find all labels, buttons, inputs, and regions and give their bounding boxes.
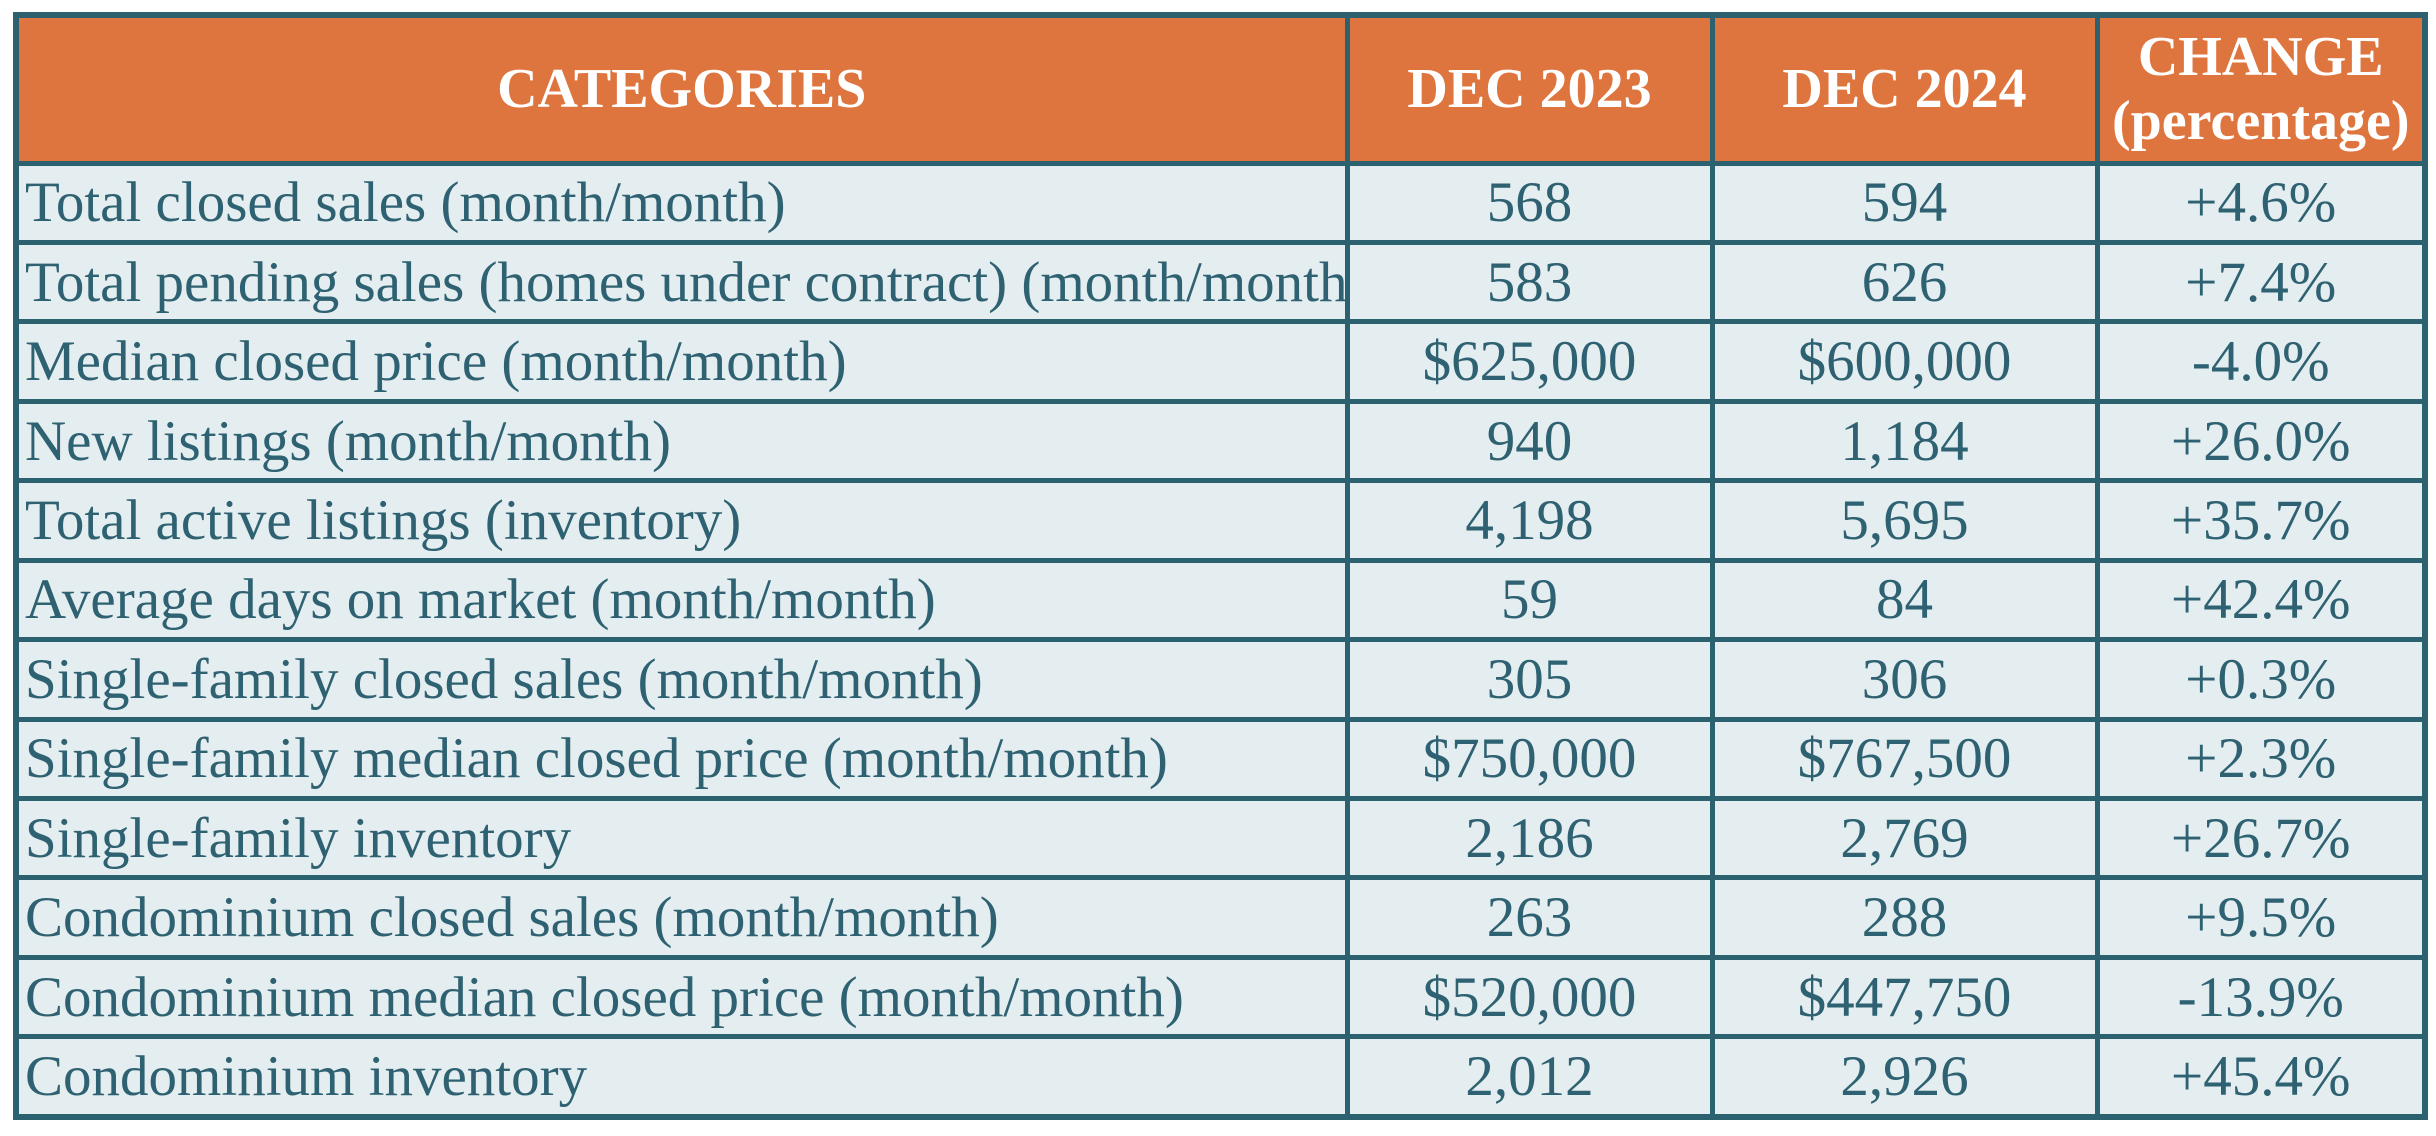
header-categories: CATEGORIES [13, 12, 1350, 166]
change-value: +2.3% [2094, 716, 2428, 802]
category-cell: Total closed sales (month/month) [13, 160, 1350, 245]
dec-2024-value: 84 [1709, 557, 2100, 643]
table-row: Single-family median closed price (month… [13, 716, 2428, 802]
dec-2024-value: $767,500 [1709, 716, 2100, 802]
table-row: Total pending sales (homes under contrac… [13, 239, 2428, 325]
dec-2023-value: 568 [1344, 160, 1715, 245]
category-cell: Median closed price (month/month) [13, 319, 1350, 404]
change-value: +4.6% [2094, 160, 2428, 245]
table-row: Condominium closed sales (month/month) 2… [13, 875, 2428, 960]
table-row: Condominium median closed price (month/m… [13, 954, 2428, 1040]
header-change-percentage: CHANGE (percentage) [2094, 12, 2428, 166]
dec-2024-value: $600,000 [1709, 319, 2100, 404]
change-value: +26.0% [2094, 398, 2428, 484]
dec-2023-value: $520,000 [1344, 954, 1715, 1040]
table-row: Single-family inventory 2,186 2,769 +26.… [13, 795, 2428, 881]
table-row: Condominium inventory 2,012 2,926 +45.4% [13, 1034, 2428, 1120]
dec-2024-value: 2,926 [1709, 1034, 2100, 1120]
category-cell: Average days on market (month/month) [13, 557, 1350, 643]
category-cell: Condominium closed sales (month/month) [13, 875, 1350, 960]
category-cell: Single-family closed sales (month/month) [13, 637, 1350, 722]
category-cell: Total pending sales (homes under contrac… [13, 239, 1350, 325]
change-value: -4.0% [2094, 319, 2428, 404]
category-cell: Condominium median closed price (month/m… [13, 954, 1350, 1040]
dec-2024-value: $447,750 [1709, 954, 2100, 1040]
dec-2023-value: 4,198 [1344, 478, 1715, 563]
dec-2023-value: $625,000 [1344, 319, 1715, 404]
dec-2023-value: 263 [1344, 875, 1715, 960]
dec-2024-value: 2,769 [1709, 795, 2100, 881]
dec-2024-value: 306 [1709, 637, 2100, 722]
dec-2023-value: 305 [1344, 637, 1715, 722]
header-dec-2023: DEC 2023 [1344, 12, 1715, 166]
header-row: CATEGORIES DEC 2023 DEC 2024 CHANGE (per… [13, 12, 2428, 166]
dec-2023-value: 583 [1344, 239, 1715, 325]
category-cell: Condominium inventory [13, 1034, 1350, 1120]
dec-2024-value: 288 [1709, 875, 2100, 960]
category-cell: Single-family inventory [13, 795, 1350, 881]
table-row: Median closed price (month/month) $625,0… [13, 319, 2428, 404]
category-cell: Total active listings (inventory) [13, 478, 1350, 563]
table-row: Total active listings (inventory) 4,198 … [13, 478, 2428, 563]
change-value: +26.7% [2094, 795, 2428, 881]
header-dec-2024: DEC 2024 [1709, 12, 2100, 166]
dec-2024-value: 594 [1709, 160, 2100, 245]
dec-2024-value: 5,695 [1709, 478, 2100, 563]
dec-2023-value: 940 [1344, 398, 1715, 484]
table-row: Single-family closed sales (month/month)… [13, 637, 2428, 722]
change-value: +9.5% [2094, 875, 2428, 960]
dec-2023-value: 2,012 [1344, 1034, 1715, 1120]
real-estate-stats-table: CATEGORIES DEC 2023 DEC 2024 CHANGE (per… [13, 12, 2428, 1120]
change-value: +42.4% [2094, 557, 2428, 643]
table-row: Total closed sales (month/month) 568 594… [13, 160, 2428, 245]
table-row: New listings (month/month) 940 1,184 +26… [13, 398, 2428, 484]
change-value: +35.7% [2094, 478, 2428, 563]
dec-2024-value: 626 [1709, 239, 2100, 325]
category-cell: Single-family median closed price (month… [13, 716, 1350, 802]
change-value: -13.9% [2094, 954, 2428, 1040]
change-value: +45.4% [2094, 1034, 2428, 1120]
category-cell: New listings (month/month) [13, 398, 1350, 484]
dec-2023-value: $750,000 [1344, 716, 1715, 802]
stats-table-container: CATEGORIES DEC 2023 DEC 2024 CHANGE (per… [13, 12, 2428, 1120]
dec-2024-value: 1,184 [1709, 398, 2100, 484]
change-value: +7.4% [2094, 239, 2428, 325]
change-value: +0.3% [2094, 637, 2428, 722]
table-row: Average days on market (month/month) 59 … [13, 557, 2428, 643]
dec-2023-value: 59 [1344, 557, 1715, 643]
dec-2023-value: 2,186 [1344, 795, 1715, 881]
